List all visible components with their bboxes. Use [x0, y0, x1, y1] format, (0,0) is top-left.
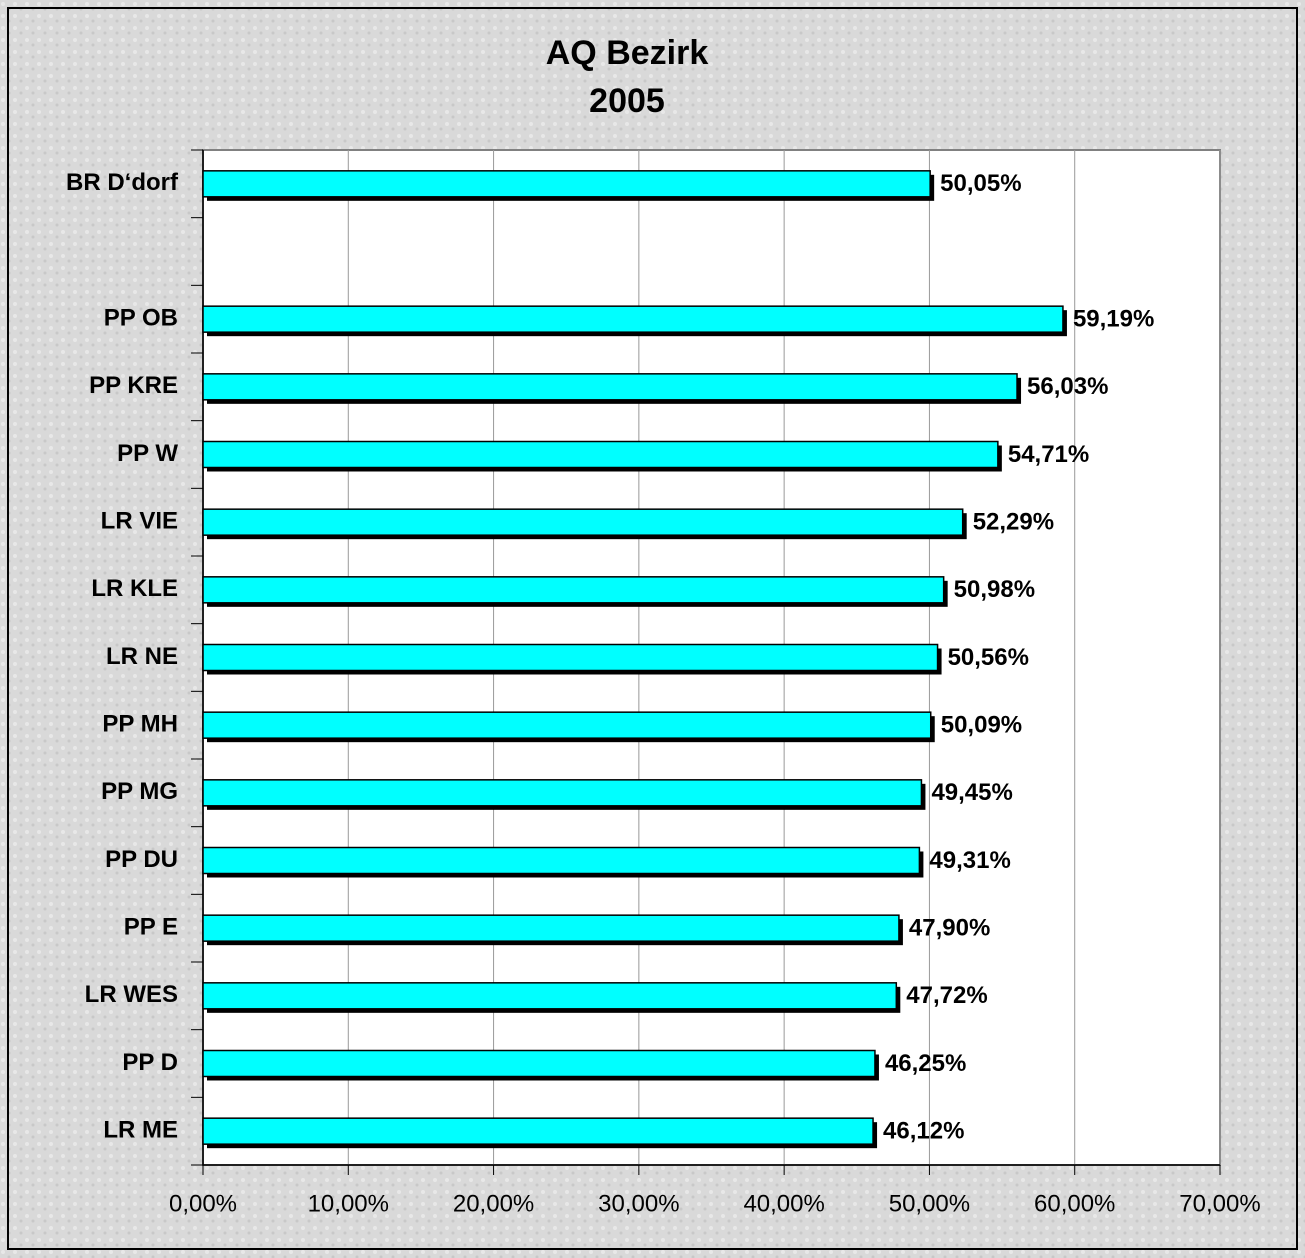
y-tick-label: LR WES [85, 981, 178, 1008]
value-label: 50,56% [948, 644, 1029, 671]
value-label: 59,19% [1073, 306, 1154, 333]
value-label: 49,45% [931, 779, 1012, 806]
x-tick-label: 50,00% [889, 1190, 970, 1217]
value-label: 54,71% [1008, 441, 1089, 468]
x-tick-label: 70,00% [1179, 1190, 1260, 1217]
bar [202, 576, 945, 604]
y-tick-label: PP E [124, 914, 178, 941]
value-label: 47,72% [906, 982, 987, 1009]
y-tick-label: PP W [117, 440, 178, 467]
bar [202, 440, 999, 469]
value-label: 56,03% [1027, 373, 1108, 400]
y-tick-label: LR ME [103, 1117, 178, 1144]
y-tick-label: PP OB [104, 305, 178, 332]
y-tick-label: LR NE [106, 643, 178, 670]
bar [202, 711, 932, 739]
x-tick-label: 10,00% [308, 1190, 389, 1217]
chart-subtitle: 2005 [589, 82, 665, 120]
value-label: 50,05% [940, 170, 1021, 197]
bar [202, 643, 939, 672]
bar [202, 1049, 876, 1078]
y-tick-label: LR KLE [91, 575, 178, 602]
value-label: 50,98% [954, 576, 1035, 603]
value-label: 46,25% [885, 1050, 966, 1077]
value-label: 46,12% [883, 1118, 964, 1145]
value-label: 50,09% [941, 712, 1022, 739]
value-label: 47,90% [909, 915, 990, 942]
bar [202, 508, 964, 536]
y-tick-label: BR D‘dorf [66, 169, 179, 196]
x-tick-label: 30,00% [598, 1190, 679, 1217]
bar [202, 846, 921, 875]
chart-border [7, 7, 1298, 1250]
bar [202, 914, 900, 942]
bar [202, 779, 923, 807]
y-tick-label: LR VIE [101, 508, 178, 535]
x-tick-label: 40,00% [743, 1190, 824, 1217]
bar [202, 170, 931, 198]
bar [202, 305, 1064, 333]
bar [202, 373, 1018, 401]
value-label: 52,29% [973, 509, 1054, 536]
chart-title: AQ Bezirk [546, 34, 709, 72]
value-label: 49,31% [929, 847, 1010, 874]
x-tick-label: 20,00% [453, 1190, 534, 1217]
y-tick-label: PP D [122, 1049, 178, 1076]
x-tick-label: 0,00% [169, 1190, 237, 1217]
y-tick-label: PP MH [102, 711, 178, 738]
y-tick-label: PP KRE [89, 372, 178, 399]
y-tick-label: PP MG [101, 778, 178, 805]
bar [202, 982, 898, 1010]
y-tick-label: PP DU [105, 846, 178, 873]
bar [202, 1117, 874, 1145]
x-tick-label: 60,00% [1034, 1190, 1115, 1217]
